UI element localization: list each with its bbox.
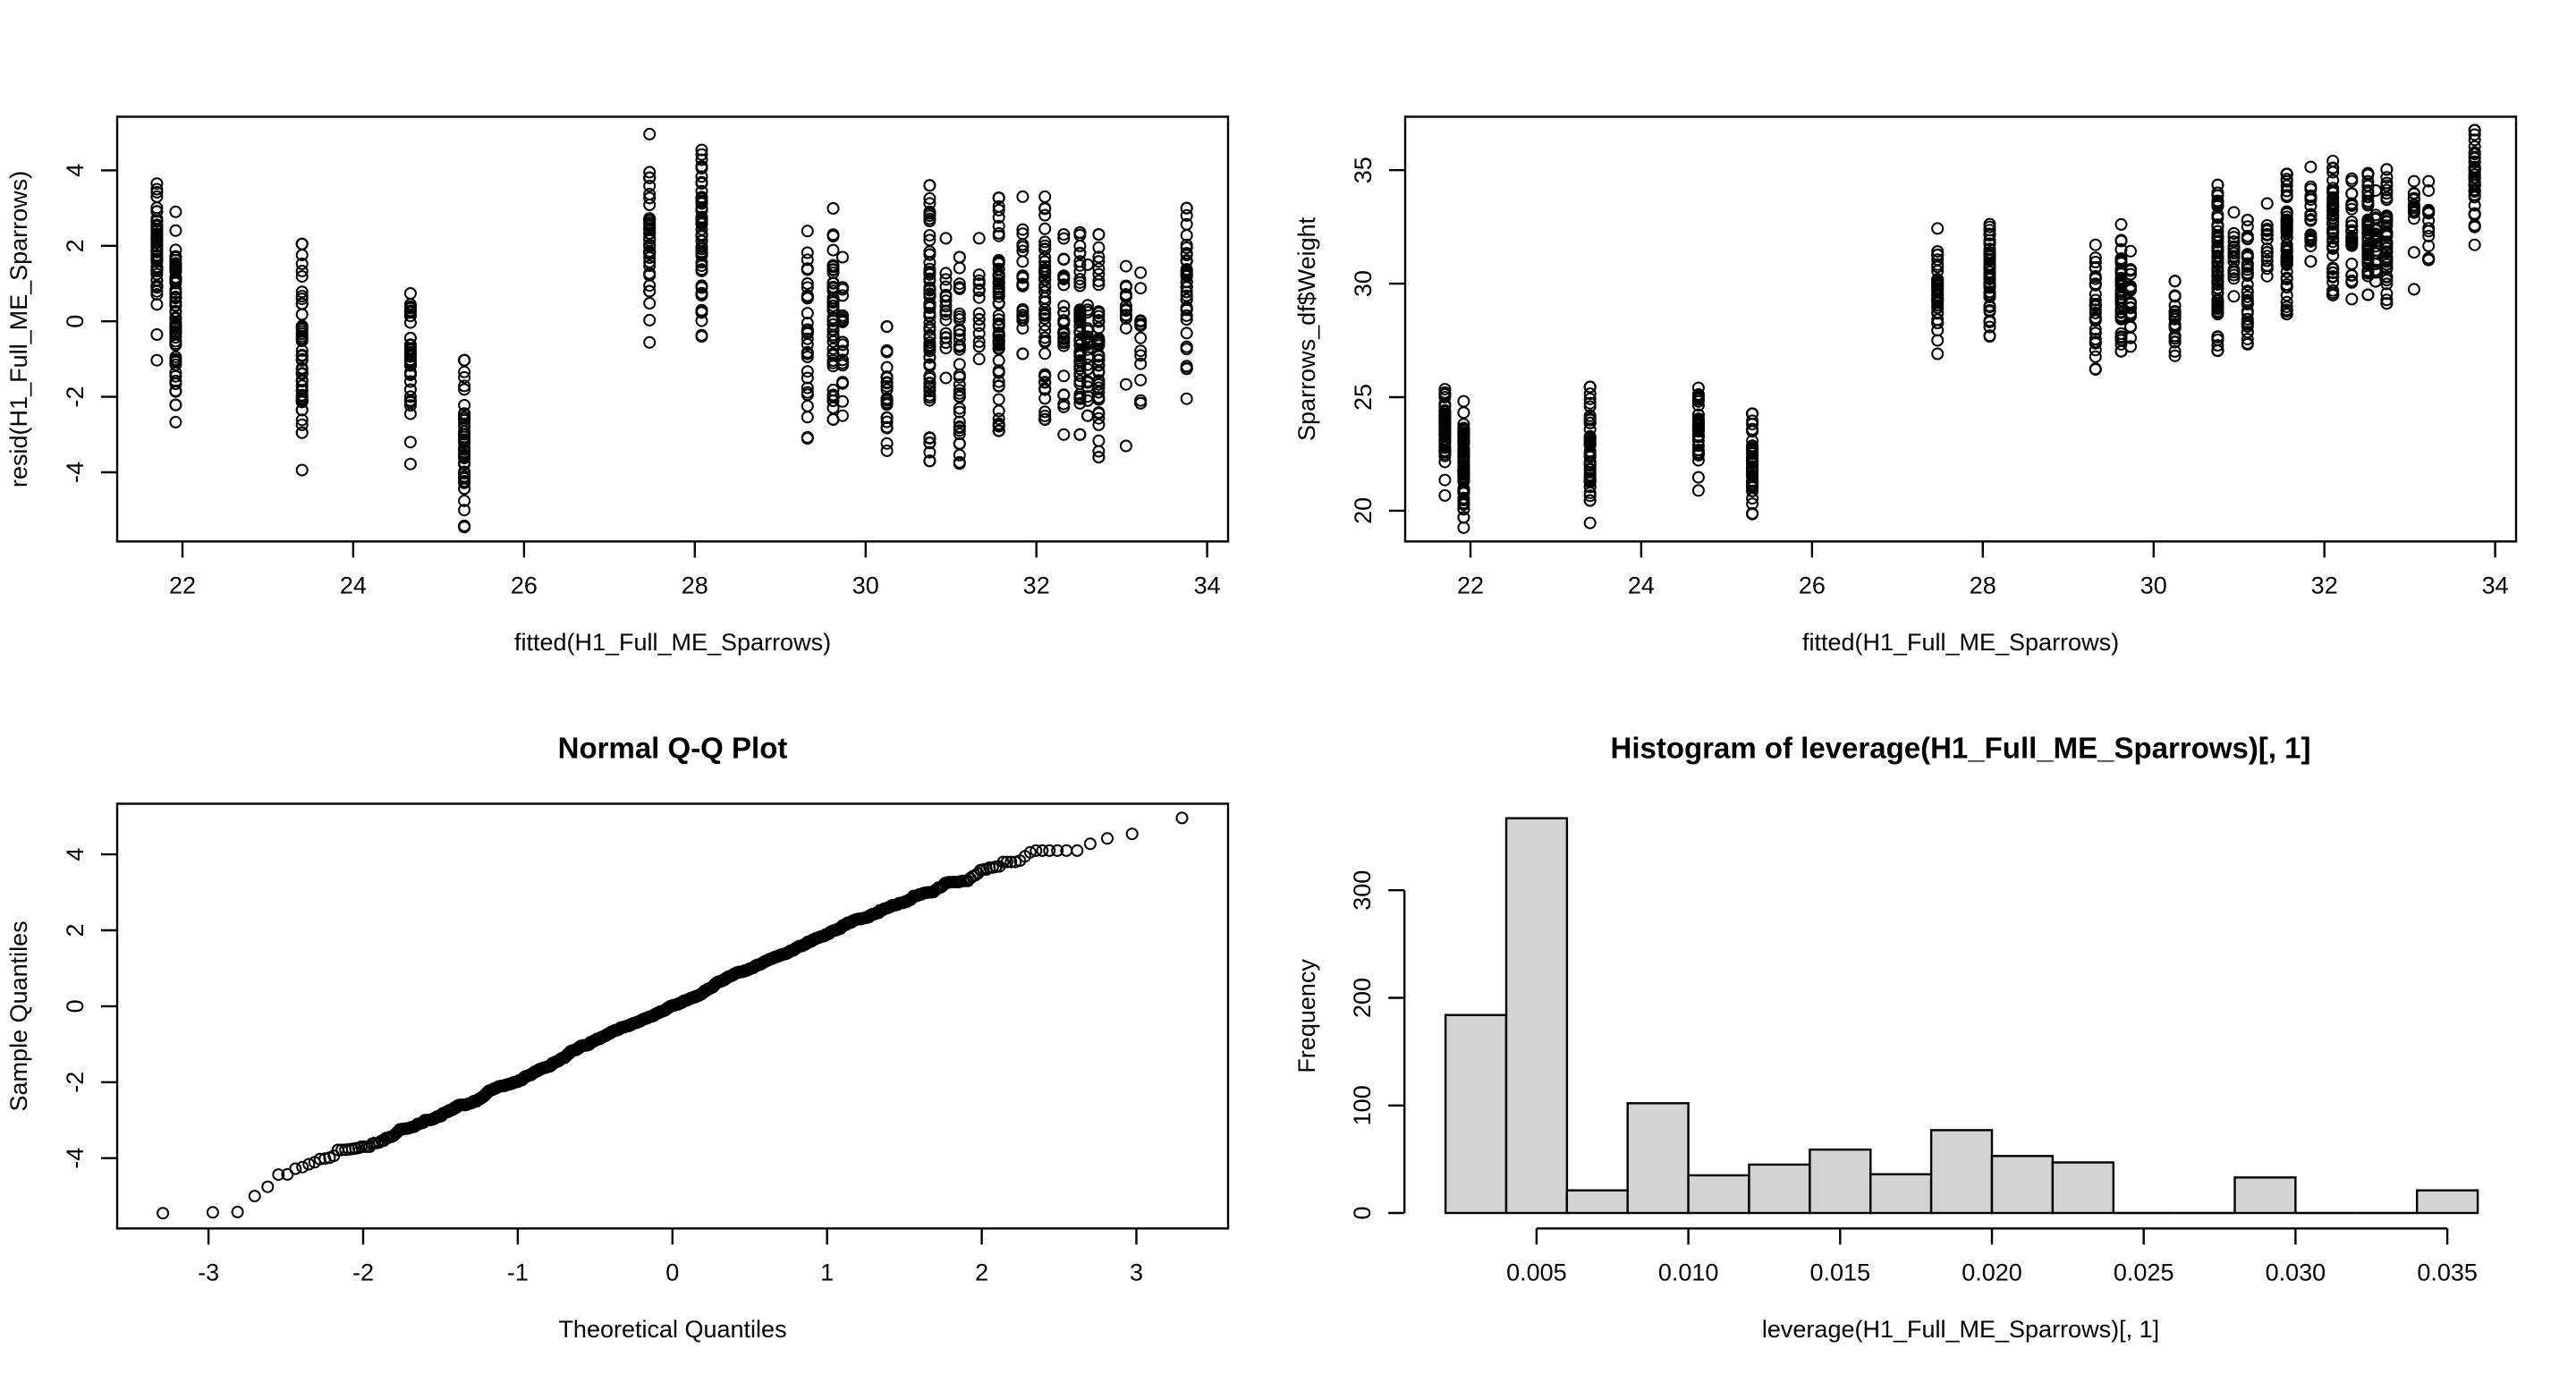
svg-text:-4: -4 <box>62 462 89 483</box>
svg-text:2: 2 <box>62 923 89 937</box>
svg-text:22: 22 <box>169 572 196 598</box>
svg-text:-2: -2 <box>62 386 89 408</box>
svg-text:0.015: 0.015 <box>1810 1259 1871 1285</box>
svg-text:Sparrows_df$Weight: Sparrows_df$Weight <box>1293 216 1320 441</box>
svg-text:28: 28 <box>1970 572 1996 598</box>
svg-text:-2: -2 <box>352 1259 374 1285</box>
svg-text:resid(H1_Full_ME_Sparrows): resid(H1_Full_ME_Sparrows) <box>5 171 32 488</box>
svg-text:fitted(H1_Full_ME_Sparrows): fitted(H1_Full_ME_Sparrows) <box>514 629 831 656</box>
svg-text:35: 35 <box>1350 157 1377 183</box>
svg-text:100: 100 <box>1349 1085 1376 1125</box>
svg-text:0: 0 <box>1349 1206 1376 1219</box>
svg-text:30: 30 <box>2140 572 2167 598</box>
svg-text:Frequency: Frequency <box>1293 959 1320 1073</box>
svg-text:26: 26 <box>1799 572 1826 598</box>
svg-text:Theoretical Quantiles: Theoretical Quantiles <box>558 1316 786 1343</box>
svg-text:34: 34 <box>2482 572 2509 598</box>
svg-text:0.020: 0.020 <box>1962 1259 2022 1285</box>
svg-text:25: 25 <box>1350 384 1377 411</box>
svg-text:0: 0 <box>665 1259 679 1285</box>
svg-text:4: 4 <box>62 848 89 861</box>
svg-text:24: 24 <box>340 572 367 598</box>
svg-text:1: 1 <box>820 1259 834 1285</box>
svg-text:leverage(H1_Full_ME_Sparrows)[: leverage(H1_Full_ME_Sparrows)[, 1] <box>1762 1316 2159 1343</box>
svg-text:0.010: 0.010 <box>1658 1259 1719 1285</box>
svg-text:Sample Quantiles: Sample Quantiles <box>5 920 32 1111</box>
svg-text:32: 32 <box>1023 572 1050 598</box>
svg-text:Histogram of leverage(H1_Full_: Histogram of leverage(H1_Full_ME_Sparrow… <box>1610 732 2310 765</box>
svg-text:0: 0 <box>62 999 89 1013</box>
svg-text:4: 4 <box>62 164 89 177</box>
svg-text:2: 2 <box>62 239 89 252</box>
svg-text:30: 30 <box>852 572 879 598</box>
svg-text:28: 28 <box>682 572 708 598</box>
svg-text:Normal Q-Q Plot: Normal Q-Q Plot <box>558 732 788 765</box>
svg-text:2: 2 <box>975 1259 988 1285</box>
svg-text:300: 300 <box>1349 870 1376 911</box>
svg-text:30: 30 <box>1350 270 1377 297</box>
svg-text:20: 20 <box>1350 497 1377 524</box>
svg-text:-1: -1 <box>507 1259 529 1285</box>
svg-text:-2: -2 <box>62 1072 89 1093</box>
svg-text:22: 22 <box>1457 572 1484 598</box>
svg-text:3: 3 <box>1130 1259 1143 1285</box>
svg-text:0.025: 0.025 <box>2114 1259 2174 1285</box>
svg-text:0.030: 0.030 <box>2266 1259 2326 1285</box>
svg-text:0.005: 0.005 <box>1506 1259 1567 1285</box>
svg-text:26: 26 <box>511 572 538 598</box>
svg-text:-4: -4 <box>62 1148 89 1169</box>
svg-text:34: 34 <box>1194 572 1221 598</box>
svg-text:200: 200 <box>1349 978 1376 1018</box>
svg-text:0: 0 <box>62 315 89 328</box>
svg-text:-3: -3 <box>198 1259 219 1285</box>
svg-text:32: 32 <box>2311 572 2338 598</box>
svg-text:24: 24 <box>1628 572 1655 598</box>
svg-text:0.035: 0.035 <box>2417 1259 2478 1285</box>
svg-text:fitted(H1_Full_ME_Sparrows): fitted(H1_Full_ME_Sparrows) <box>1802 629 2119 656</box>
